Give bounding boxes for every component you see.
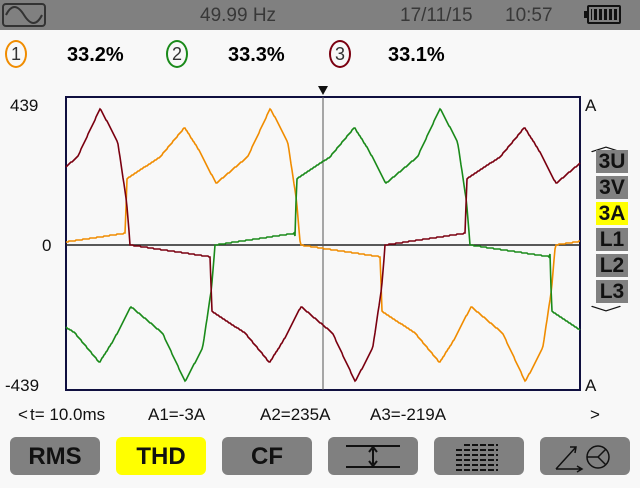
thd-button[interactable]: THD [116, 437, 206, 475]
channel-2-thd: 33.3% [228, 44, 285, 66]
trace-channel-1 [66, 107, 580, 383]
side-menu-item-3u[interactable]: 3U [596, 150, 628, 173]
unit-bottom-label: A [585, 376, 597, 395]
trace-channel-3 [65, 107, 581, 383]
waveform-plot[interactable] [0, 0, 640, 400]
status-bar: 49.99 Hz 17/11/15 10:57 [0, 0, 640, 30]
min-max-button[interactable] [328, 437, 418, 475]
vector-diagram-icon [555, 445, 610, 473]
side-menu-item-l1[interactable]: L1 [596, 228, 628, 251]
side-menu-item-3v[interactable]: 3V [596, 176, 628, 199]
cursor-marker-icon[interactable] [318, 86, 328, 95]
date: 17/11/15 [400, 5, 473, 26]
vector-diagram-button[interactable] [540, 437, 630, 475]
min-max-icon [346, 445, 400, 468]
sine-wave-icon [2, 3, 46, 27]
cursor-next-arrow[interactable]: > [590, 405, 600, 424]
cursor-time: t= 10.0ms [30, 405, 106, 424]
a2-value: A2=235A [260, 405, 331, 424]
channel-2-badge: 2 [166, 40, 188, 68]
cursor-prev-arrow[interactable]: < [18, 405, 28, 424]
y-min-label: -439 [5, 376, 40, 395]
channel-1-thd: 33.2% [67, 44, 124, 66]
a1-value: A1=-3A [148, 405, 206, 424]
a3-value: A3=-219A [370, 405, 447, 424]
unit-top-label: A [585, 96, 597, 115]
y-max-label: 439 [10, 96, 39, 115]
channel-3-thd: 33.1% [388, 44, 445, 66]
time: 10:57 [505, 5, 553, 26]
frequency: 49.99 Hz [200, 5, 277, 26]
side-menu-item-3a[interactable]: 3A [596, 202, 628, 225]
side-menu-item-l2[interactable]: L2 [596, 254, 628, 277]
cf-button[interactable]: CF [222, 437, 312, 475]
summary-table-icon [456, 444, 498, 471]
battery-full-icon [584, 5, 621, 24]
channel-3-badge: 3 [329, 40, 351, 68]
side-menu-item-l3[interactable]: L3 [596, 280, 628, 303]
rms-button[interactable]: RMS [10, 437, 100, 475]
channel-1-badge: 1 [5, 40, 27, 68]
summary-table-button[interactable] [434, 437, 524, 475]
y-zero-label: 0 [42, 236, 52, 255]
trace-channel-2 [65, 107, 581, 383]
scroll-down-icon[interactable]: ﹀ [589, 306, 623, 323]
